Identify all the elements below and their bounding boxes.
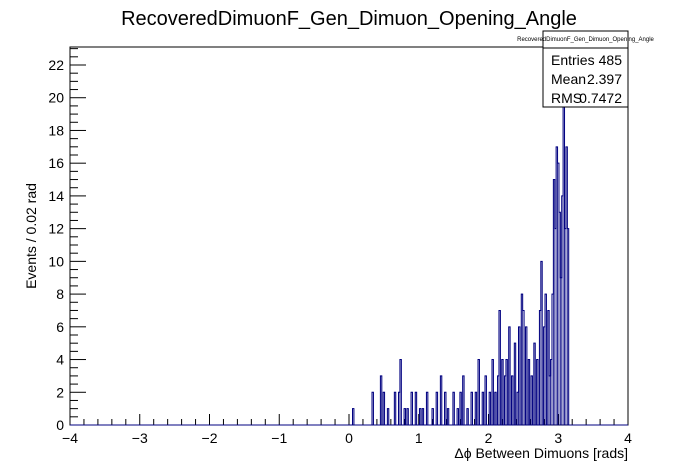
histogram-bin bbox=[511, 375, 514, 426]
y-tick-label: 0 bbox=[56, 417, 64, 433]
histogram-bin bbox=[426, 391, 429, 426]
x-tick-label: −3 bbox=[132, 430, 148, 446]
histogram-bin bbox=[481, 391, 484, 426]
chart-title: RecoveredDimuonF_Gen_Dimuon_Opening_Angl… bbox=[121, 8, 577, 30]
x-axis: −4 −3 −2 −1 0 1 2 3 4 bbox=[62, 414, 632, 446]
stats-entries-label: Entries bbox=[551, 52, 595, 68]
histogram-bin bbox=[567, 228, 570, 426]
y-tick-label: 22 bbox=[48, 57, 64, 73]
histogram-bin bbox=[410, 391, 413, 426]
y-tick-label: 14 bbox=[48, 188, 64, 204]
histogram-bins bbox=[352, 97, 570, 426]
histogram-bin bbox=[505, 359, 508, 426]
histogram-bin bbox=[399, 359, 402, 426]
histogram-bin bbox=[508, 326, 511, 426]
histogram-bin bbox=[530, 375, 533, 426]
histogram-bin bbox=[494, 391, 497, 426]
histogram-bin bbox=[421, 408, 424, 426]
histogram-bin bbox=[444, 391, 447, 426]
histogram-bin bbox=[491, 359, 494, 426]
histogram-bin bbox=[394, 391, 397, 426]
histogram-bin bbox=[456, 408, 459, 426]
histogram-bin bbox=[522, 310, 525, 426]
histogram-bin bbox=[380, 375, 383, 426]
y-tick-label: 8 bbox=[56, 286, 64, 302]
y-tick-label: 4 bbox=[56, 352, 64, 368]
x-tick-label: 4 bbox=[624, 430, 632, 446]
stats-entries-value: 485 bbox=[599, 52, 623, 68]
stats-rms-label: RMS bbox=[551, 90, 582, 106]
stats-box: RecoveredDimuonF_Gen_Dimuon_Opening_Angl… bbox=[517, 30, 655, 108]
histogram-bin bbox=[431, 408, 434, 426]
histogram-bin bbox=[536, 359, 539, 426]
stats-rms-value: 0.7472 bbox=[579, 90, 622, 106]
histogram-bin bbox=[544, 293, 547, 426]
x-tick-label: 3 bbox=[554, 430, 562, 446]
histogram-bin bbox=[371, 391, 374, 426]
stats-mean-value: 2.397 bbox=[587, 71, 622, 87]
y-tick-label: 2 bbox=[56, 384, 64, 400]
histogram-bin bbox=[459, 391, 462, 426]
histogram-bin bbox=[488, 391, 491, 426]
histogram-bin bbox=[514, 342, 517, 426]
histogram-bin bbox=[403, 408, 406, 426]
histogram-bin bbox=[518, 326, 521, 426]
y-axis-label: Events / 0.02 rad bbox=[23, 183, 39, 289]
x-axis-label: Δϕ Between Dimuons [rads] bbox=[454, 445, 628, 461]
stats-box-title: RecoveredDimuonF_Gen_Dimuon_Opening_Angl… bbox=[517, 37, 654, 43]
histogram-bin bbox=[419, 408, 422, 426]
y-tick-label: 18 bbox=[48, 122, 64, 138]
histogram-bin bbox=[466, 408, 469, 426]
histogram-bin bbox=[547, 310, 550, 426]
histogram-bin bbox=[477, 359, 480, 426]
histogram-bin bbox=[406, 408, 409, 426]
histogram-bin bbox=[484, 375, 487, 426]
y-tick-label: 12 bbox=[48, 221, 64, 237]
histogram-bin bbox=[382, 391, 385, 426]
stats-box-frame bbox=[542, 30, 629, 108]
histogram-bin bbox=[387, 408, 390, 426]
x-tick-label: 1 bbox=[415, 430, 423, 446]
y-tick-label: 16 bbox=[48, 155, 64, 171]
histogram-bin bbox=[474, 391, 477, 426]
stats-mean-label: Mean bbox=[551, 71, 586, 87]
x-tick-label: −4 bbox=[62, 430, 78, 446]
x-tick-label: 0 bbox=[345, 430, 353, 446]
histogram-bin bbox=[462, 375, 465, 426]
histogram-bin bbox=[525, 326, 528, 426]
histogram-bin bbox=[435, 391, 438, 426]
histogram-bin bbox=[540, 261, 543, 426]
histogram-bin bbox=[440, 375, 443, 426]
histogram-bin bbox=[470, 391, 473, 426]
y-tick-label: 6 bbox=[56, 319, 64, 335]
histogram-bin bbox=[414, 391, 417, 426]
x-tick-label: −1 bbox=[271, 430, 287, 446]
histogram-bin bbox=[452, 391, 455, 426]
x-tick-label: 2 bbox=[485, 430, 493, 446]
y-tick-label: 10 bbox=[48, 253, 64, 269]
histogram-bin bbox=[501, 359, 504, 426]
histogram-bin bbox=[447, 408, 450, 426]
histogram-bin bbox=[527, 359, 530, 426]
histogram-bin bbox=[352, 408, 355, 426]
x-tick-label: −2 bbox=[202, 430, 218, 446]
histogram-bin bbox=[533, 342, 536, 426]
y-tick-label: 20 bbox=[48, 90, 64, 106]
histogram-bin bbox=[498, 310, 501, 426]
